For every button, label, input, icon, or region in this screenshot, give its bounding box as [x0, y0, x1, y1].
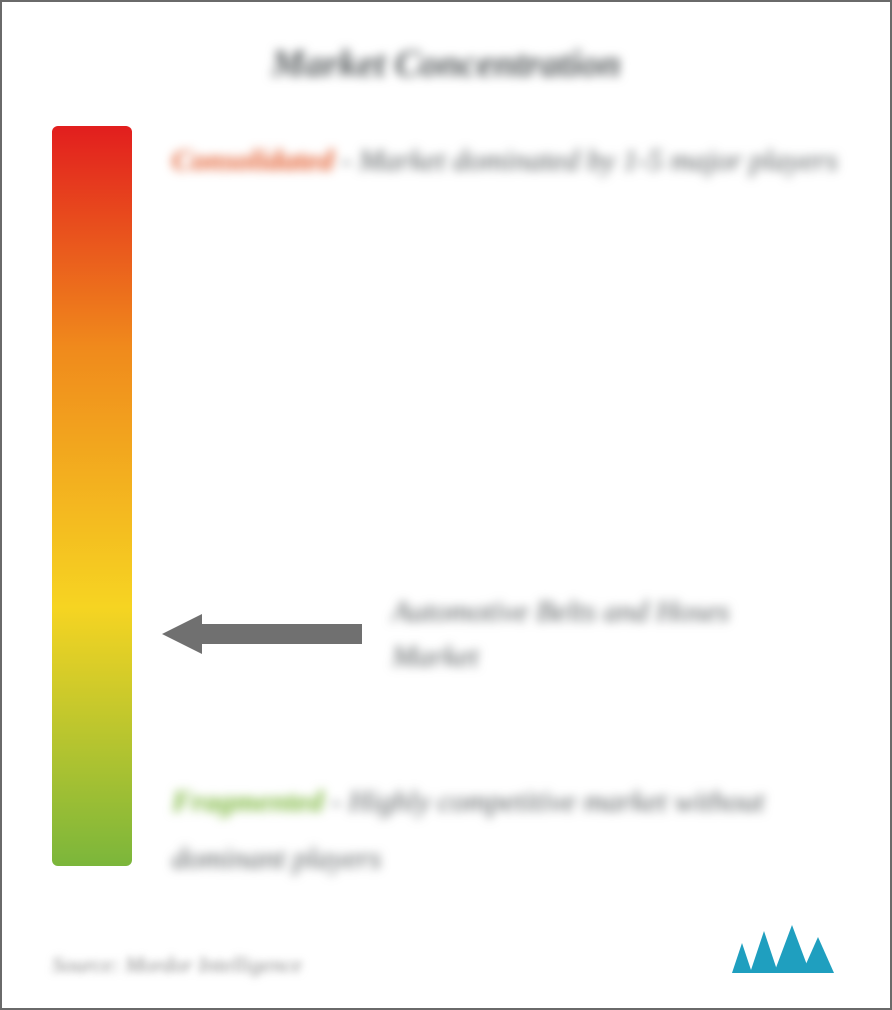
chart-frame: Market Concentration Consolidated - Mark…	[0, 0, 892, 1010]
source-attribution: Source: Mordor Intelligence	[52, 952, 302, 978]
chart-footer: Source: Mordor Intelligence	[52, 923, 840, 978]
chart-content: Consolidated - Market dominated by 1-5 m…	[52, 126, 840, 893]
arrow-left-icon	[162, 614, 362, 654]
concentration-gradient-bar	[52, 126, 132, 866]
fragmented-keyword: Fragmented	[172, 785, 324, 818]
market-name-label: Automotive Belts and Hoses Market	[392, 589, 812, 679]
gradient-column	[52, 126, 132, 893]
consolidated-description: Consolidated - Market dominated by 1-5 m…	[172, 132, 840, 189]
brand-logo	[730, 923, 840, 978]
consolidated-keyword: Consolidated	[172, 144, 334, 177]
consolidated-text: - Market dominated by 1-5 major players	[341, 144, 838, 177]
descriptions-column: Consolidated - Market dominated by 1-5 m…	[172, 126, 840, 893]
market-position-marker: Automotive Belts and Hoses Market	[162, 589, 812, 679]
chart-title: Market Concentration	[52, 42, 840, 86]
fragmented-description: Fragmented - Highly competitive market w…	[172, 773, 840, 887]
